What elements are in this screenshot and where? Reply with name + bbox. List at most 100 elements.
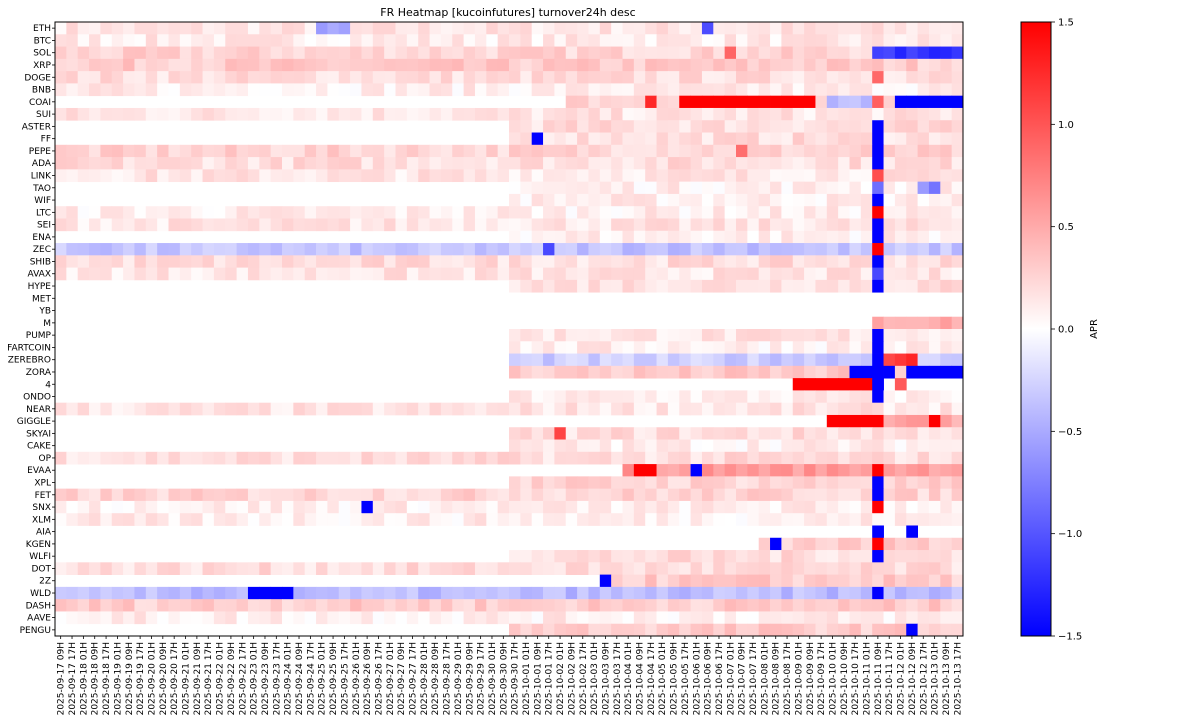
heatmap-cell	[66, 71, 79, 84]
heatmap-cell	[474, 22, 487, 35]
heatmap-cell	[713, 365, 726, 379]
x-tick-labels: 2025-09-17 09H 2025-09-17 17H 2025-09-18 0…	[57, 636, 963, 715]
heatmap-cell	[690, 107, 703, 121]
heatmap-cell	[100, 611, 113, 625]
x-tick-label: 2025-09-25 01H	[318, 642, 328, 715]
heatmap-cell	[452, 218, 464, 232]
heatmap-cell	[282, 267, 294, 281]
heatmap-cell	[917, 537, 930, 551]
heatmap-cell	[611, 586, 623, 600]
heatmap-cell	[894, 169, 907, 183]
heatmap-cell	[440, 71, 453, 84]
heatmap-cell	[316, 58, 328, 72]
heatmap-cell	[350, 402, 362, 416]
heatmap-cell	[611, 623, 623, 637]
heatmap-cell	[543, 243, 555, 256]
heatmap-cell	[849, 169, 862, 183]
heatmap-cell	[157, 562, 169, 575]
heatmap-cell	[917, 230, 930, 244]
heatmap-cell	[940, 279, 953, 293]
heatmap-cell	[588, 439, 601, 453]
heatmap-cell	[894, 451, 907, 465]
heatmap-cell	[815, 71, 828, 84]
heatmap-cell	[599, 255, 612, 268]
heatmap-cell	[713, 451, 726, 465]
heatmap-cell	[395, 562, 408, 575]
heatmap-cell	[736, 513, 748, 526]
heatmap-cell	[350, 611, 362, 625]
heatmap-cell	[701, 488, 714, 502]
heatmap-cell	[940, 562, 953, 575]
heatmap-cell	[645, 353, 657, 367]
heatmap-cell	[509, 169, 521, 183]
heatmap-cell	[259, 71, 272, 84]
heatmap-cell	[747, 329, 760, 342]
heatmap-cell	[951, 83, 964, 97]
heatmap-cell	[474, 71, 487, 84]
heatmap-cell	[554, 169, 567, 183]
heatmap-cell	[611, 365, 623, 379]
heatmap-cell	[179, 34, 192, 47]
heatmap-cell	[395, 267, 408, 281]
heatmap-cell	[826, 427, 839, 440]
heatmap-cell	[951, 623, 964, 637]
heatmap-cell	[849, 513, 862, 526]
heatmap-cell	[917, 353, 930, 367]
heatmap-cell	[168, 206, 181, 219]
heatmap-cell	[645, 169, 657, 183]
heatmap-cell	[157, 500, 169, 514]
heatmap-cell	[350, 71, 362, 84]
heatmap-cell	[316, 599, 328, 612]
heatmap-cell	[781, 329, 794, 342]
heatmap-cell	[781, 58, 794, 72]
heatmap-cell	[906, 316, 918, 330]
heatmap-cell	[89, 599, 101, 612]
heatmap-cell	[577, 132, 589, 146]
heatmap-cell	[202, 157, 215, 170]
heatmap-cell	[633, 562, 646, 575]
heatmap-cell	[736, 46, 748, 60]
heatmap-cell	[554, 365, 567, 379]
row-label: FF	[41, 135, 51, 145]
heatmap-cell	[338, 144, 351, 158]
heatmap-cell	[577, 157, 589, 170]
heatmap-cell	[713, 550, 726, 563]
heatmap-cell	[724, 451, 737, 465]
heatmap-cell	[531, 193, 544, 207]
heatmap-cell	[645, 157, 657, 170]
row-label: AVAX	[28, 270, 51, 280]
heatmap-cell	[599, 144, 612, 158]
heatmap-cell	[577, 586, 589, 600]
heatmap-cell	[951, 402, 964, 416]
heatmap-cell	[531, 500, 544, 514]
heatmap-cell	[838, 599, 850, 612]
heatmap-cell	[849, 71, 862, 84]
heatmap-cell	[327, 34, 340, 47]
heatmap-cell	[667, 488, 680, 502]
heatmap-cell	[418, 22, 430, 35]
heatmap-cell	[111, 157, 124, 170]
heatmap-cell	[758, 402, 771, 416]
heatmap-cell	[77, 157, 90, 170]
heatmap-cell	[917, 427, 930, 440]
row-label: SEI	[37, 221, 51, 231]
heatmap-cell	[259, 144, 272, 158]
heatmap-cell	[701, 574, 714, 588]
heatmap-cell	[622, 22, 635, 35]
heatmap-cell	[554, 58, 567, 72]
heatmap-cell	[667, 623, 680, 637]
heatmap-cell	[202, 611, 215, 625]
heatmap-cell	[906, 427, 918, 440]
heatmap-cell	[384, 58, 396, 72]
heatmap-cell	[815, 537, 828, 551]
heatmap-cell	[157, 107, 169, 121]
x-tick-label: 2025-09-17 09H	[57, 642, 67, 715]
heatmap-cell	[758, 550, 771, 563]
heatmap-cell	[758, 329, 771, 342]
heatmap-cell	[679, 574, 691, 588]
heatmap-cell	[259, 488, 272, 502]
heatmap-cell	[736, 95, 748, 109]
heatmap-cell	[906, 22, 918, 35]
heatmap-cell	[293, 599, 306, 612]
heatmap-cell	[565, 513, 578, 526]
